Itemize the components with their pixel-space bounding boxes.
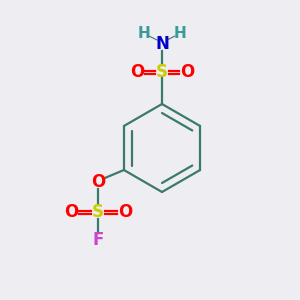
Text: S: S bbox=[156, 63, 168, 81]
Text: N: N bbox=[155, 35, 169, 53]
Text: O: O bbox=[130, 63, 144, 81]
Text: O: O bbox=[64, 203, 78, 221]
Text: O: O bbox=[91, 173, 105, 191]
Text: O: O bbox=[118, 203, 132, 221]
Text: F: F bbox=[92, 231, 103, 249]
Text: H: H bbox=[174, 26, 186, 41]
Text: S: S bbox=[92, 203, 104, 221]
Text: H: H bbox=[138, 26, 150, 41]
Text: O: O bbox=[180, 63, 194, 81]
